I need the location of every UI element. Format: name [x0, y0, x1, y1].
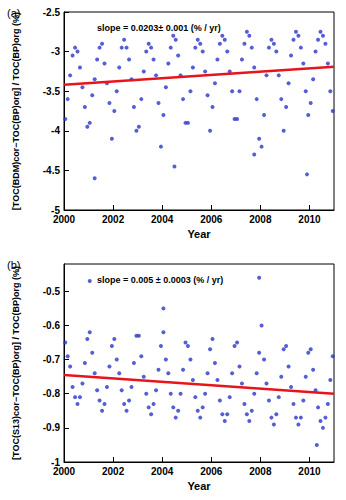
svg-text:-0.8: -0.8 [43, 388, 61, 399]
svg-text:2004: 2004 [151, 466, 174, 477]
svg-text:-0.7: -0.7 [43, 354, 61, 365]
svg-text:2002: 2002 [102, 466, 125, 477]
svg-text:(a): (a) [7, 7, 20, 19]
svg-text:Year: Year [187, 480, 211, 492]
svg-text:-0.5: -0.5 [43, 286, 61, 297]
svg-text:2000: 2000 [53, 466, 76, 477]
svg-text:-1: -1 [51, 456, 60, 468]
svg-text:[TOC(BDM)cor−TOC(BP)org] / TOC: [TOC(BDM)cor−TOC(BP)org] / TOC(BP)org (%… [11, 12, 21, 210]
svg-text:2002: 2002 [102, 214, 125, 225]
svg-text:2006: 2006 [200, 214, 223, 225]
svg-text:2006: 2006 [200, 466, 223, 477]
svg-text:2010: 2010 [298, 214, 321, 225]
svg-text:-4: -4 [51, 125, 60, 136]
svg-text:2004: 2004 [151, 214, 174, 225]
svg-text:[TOC(S13)cor−TOC(BP)org] / TOC: [TOC(S13)cor−TOC(BP)org] / TOC(BP)org (%… [11, 266, 21, 460]
svg-text:-0.9: -0.9 [43, 422, 61, 433]
svg-text:slope = 0.005 ± 0.0003 (% / yr: slope = 0.005 ± 0.0003 (% / yr) [97, 275, 223, 285]
svg-text:2010: 2010 [298, 466, 321, 477]
svg-text:2008: 2008 [249, 466, 272, 477]
svg-text:Year: Year [187, 228, 211, 240]
svg-text:-0.6: -0.6 [43, 320, 61, 331]
svg-text:-3: -3 [51, 46, 60, 57]
svg-text:2008: 2008 [249, 214, 272, 225]
svg-text:(b): (b) [7, 259, 20, 271]
svg-text:2000: 2000 [53, 214, 76, 225]
svg-text:-3.5: -3.5 [43, 86, 61, 97]
svg-text:-5: -5 [51, 204, 60, 216]
svg-text:-2.5: -2.5 [43, 7, 61, 18]
svg-text:slope = 0.0203± 0.001 (% / yr): slope = 0.0203± 0.001 (% / yr) [97, 23, 221, 33]
svg-text:-4.5: -4.5 [43, 165, 61, 176]
